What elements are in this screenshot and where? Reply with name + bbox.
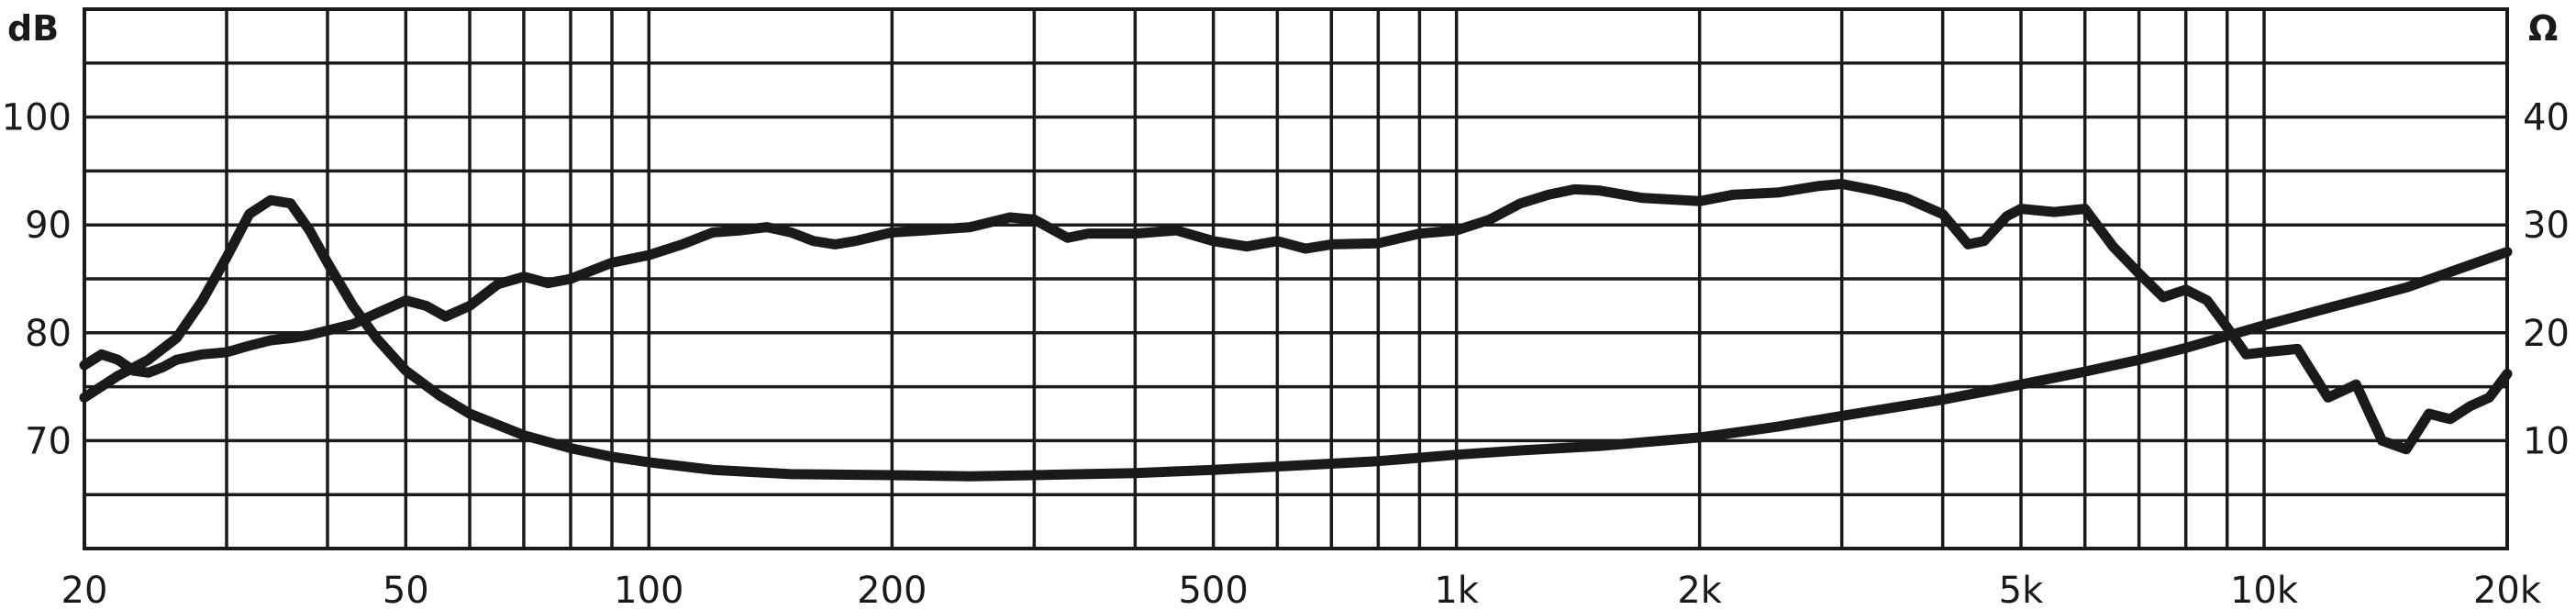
y-left-unit-label: dB [7,8,59,49]
x-tick-label: 20 [61,570,108,610]
y-left-tick-label: 90 [25,205,72,247]
y-right-tick-label: 20 [2523,313,2570,355]
plot-frame [83,7,2509,550]
axis-labels: 20 50 100 200 500 1k 2k 5k 10k 20k 70 80 90 100 dB 10 20… [2,8,2570,610]
grid [83,9,2509,549]
x-tick-label: 10k [2230,570,2299,610]
x-tick-label: 1k [1434,570,1479,610]
x-tick-label: 2k [1677,570,1722,610]
x-tick-label: 20k [2473,570,2542,610]
y-right-tick-label: 30 [2523,205,2570,247]
impedance-curve [79,194,2513,482]
y-right-unit-label: Ω [2528,8,2558,49]
curves [79,179,2513,482]
x-tick-label: 50 [383,570,429,610]
y-right-tick-label: 10 [2523,420,2570,462]
spl-curve [79,179,2513,455]
y-left-tick-label: 80 [25,313,72,355]
y-left-tick-label: 100 [2,97,72,139]
x-tick-label: 500 [1178,570,1248,610]
x-tick-label: 100 [614,570,683,610]
x-tick-label: 200 [857,570,927,610]
x-tick-label: 5k [1999,570,2044,610]
y-right-tick-label: 40 [2523,97,2570,139]
y-left-tick-label: 70 [25,420,72,462]
